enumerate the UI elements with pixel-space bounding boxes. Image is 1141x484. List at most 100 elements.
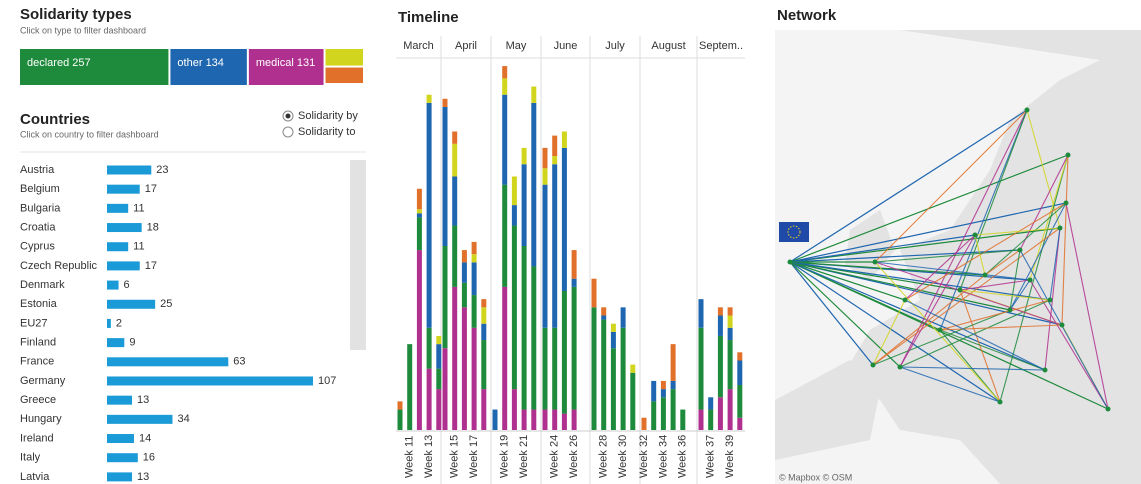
timeline-segment[interactable]: [471, 241, 477, 255]
timeline-segment[interactable]: [651, 380, 657, 402]
country-label[interactable]: Belgium: [20, 183, 60, 195]
country-label[interactable]: Austria: [20, 164, 55, 176]
types-treemap[interactable]: declared 257 other 134 medical 131: [20, 49, 363, 85]
country-label[interactable]: Estonia: [20, 298, 58, 310]
type-tile[interactable]: [325, 67, 363, 83]
timeline-segment[interactable]: [552, 409, 558, 430]
timeline-segment[interactable]: [436, 389, 442, 430]
timeline-segment[interactable]: [426, 102, 432, 328]
timeline-segment[interactable]: [571, 278, 577, 287]
timeline-segment[interactable]: [452, 225, 458, 287]
timeline-segment[interactable]: [436, 344, 442, 369]
timeline-segment[interactable]: [511, 389, 517, 430]
timeline-segment[interactable]: [552, 135, 558, 157]
country-bar[interactable]: [107, 223, 142, 233]
timeline-segment[interactable]: [542, 147, 548, 169]
timeline-segment[interactable]: [542, 327, 548, 410]
timeline-segment[interactable]: [452, 143, 458, 177]
network-node[interactable]: [870, 362, 876, 368]
timeline-segment[interactable]: [416, 250, 422, 430]
timeline-segment[interactable]: [481, 389, 487, 430]
type-tile[interactable]: [20, 49, 169, 85]
timeline-segment[interactable]: [461, 262, 467, 283]
country-bar[interactable]: [107, 434, 134, 444]
timeline-segment[interactable]: [531, 409, 537, 430]
timeline-segment[interactable]: [452, 176, 458, 226]
timeline-segment[interactable]: [542, 184, 548, 328]
timeline-segment[interactable]: [511, 176, 517, 206]
country-label[interactable]: Germany: [20, 375, 66, 387]
timeline-segment[interactable]: [601, 315, 607, 320]
timeline-segment[interactable]: [698, 327, 704, 410]
network-node[interactable]: [872, 259, 878, 265]
radio-label[interactable]: Solidarity by: [298, 110, 358, 122]
timeline-segment[interactable]: [416, 209, 422, 214]
timeline-segment[interactable]: [452, 286, 458, 430]
country-label[interactable]: EU27: [20, 317, 48, 329]
network-node[interactable]: [1042, 367, 1048, 373]
timeline-segment[interactable]: [502, 184, 508, 287]
country-bar[interactable]: [107, 318, 111, 328]
timeline-segment[interactable]: [502, 94, 508, 185]
timeline-segment[interactable]: [452, 131, 458, 144]
network-node[interactable]: [1017, 247, 1023, 253]
timeline-segment[interactable]: [397, 401, 403, 410]
timeline-segment[interactable]: [471, 327, 477, 430]
timeline-segment[interactable]: [502, 78, 508, 95]
country-bar[interactable]: [107, 338, 125, 348]
timeline-segment[interactable]: [436, 335, 442, 345]
timeline-segment[interactable]: [552, 327, 558, 410]
timeline-segment[interactable]: [630, 364, 636, 373]
timeline-segment[interactable]: [521, 409, 527, 430]
timeline-segment[interactable]: [630, 372, 636, 430]
timeline-segment[interactable]: [442, 106, 448, 246]
timeline-segment[interactable]: [727, 327, 733, 341]
timeline-segment[interactable]: [407, 344, 413, 430]
country-bar[interactable]: [107, 395, 133, 405]
network-node[interactable]: [1105, 406, 1111, 412]
network-node[interactable]: [897, 364, 903, 370]
timeline-segment[interactable]: [542, 168, 548, 185]
timeline-segment[interactable]: [461, 282, 467, 308]
country-label[interactable]: Denmark: [20, 279, 65, 291]
timeline-segment[interactable]: [708, 409, 714, 430]
timeline-segment[interactable]: [717, 307, 723, 316]
country-bar[interactable]: [107, 357, 229, 367]
timeline-segment[interactable]: [708, 397, 714, 410]
timeline-segment[interactable]: [641, 417, 647, 430]
timeline-segment[interactable]: [531, 102, 537, 267]
timeline-segment[interactable]: [416, 217, 422, 251]
timeline-segment[interactable]: [660, 389, 666, 398]
timeline-segment[interactable]: [397, 409, 403, 430]
timeline-segment[interactable]: [426, 327, 432, 369]
timeline-segment[interactable]: [737, 385, 743, 418]
timeline-segment[interactable]: [737, 360, 743, 386]
timeline-segment[interactable]: [442, 246, 448, 349]
timeline-segment[interactable]: [610, 348, 616, 430]
country-label[interactable]: Greece: [20, 394, 56, 406]
timeline-segment[interactable]: [601, 319, 607, 430]
country-label[interactable]: Italy: [20, 452, 41, 464]
network-node[interactable]: [1059, 322, 1065, 328]
country-bar[interactable]: [107, 165, 152, 175]
timeline-segment[interactable]: [561, 413, 567, 430]
network-node[interactable]: [982, 272, 988, 278]
country-label[interactable]: Bulgaria: [20, 202, 61, 214]
timeline-segment[interactable]: [481, 323, 487, 341]
country-label[interactable]: Czech Republic: [20, 260, 98, 272]
timeline-segment[interactable]: [511, 225, 517, 390]
timeline-segment[interactable]: [571, 409, 577, 430]
timeline-segment[interactable]: [461, 250, 467, 263]
network-node[interactable]: [972, 232, 978, 238]
timeline-segment[interactable]: [481, 307, 487, 324]
network-node[interactable]: [1024, 107, 1030, 113]
network-node[interactable]: [787, 259, 793, 265]
timeline-segment[interactable]: [521, 246, 527, 410]
timeline-segment[interactable]: [660, 397, 666, 430]
timeline-segment[interactable]: [461, 307, 467, 430]
timeline-segment[interactable]: [436, 368, 442, 390]
timeline-segment[interactable]: [727, 389, 733, 430]
radio[interactable]: [282, 126, 294, 138]
timeline-segment[interactable]: [521, 164, 527, 246]
country-bar[interactable]: [107, 242, 129, 252]
